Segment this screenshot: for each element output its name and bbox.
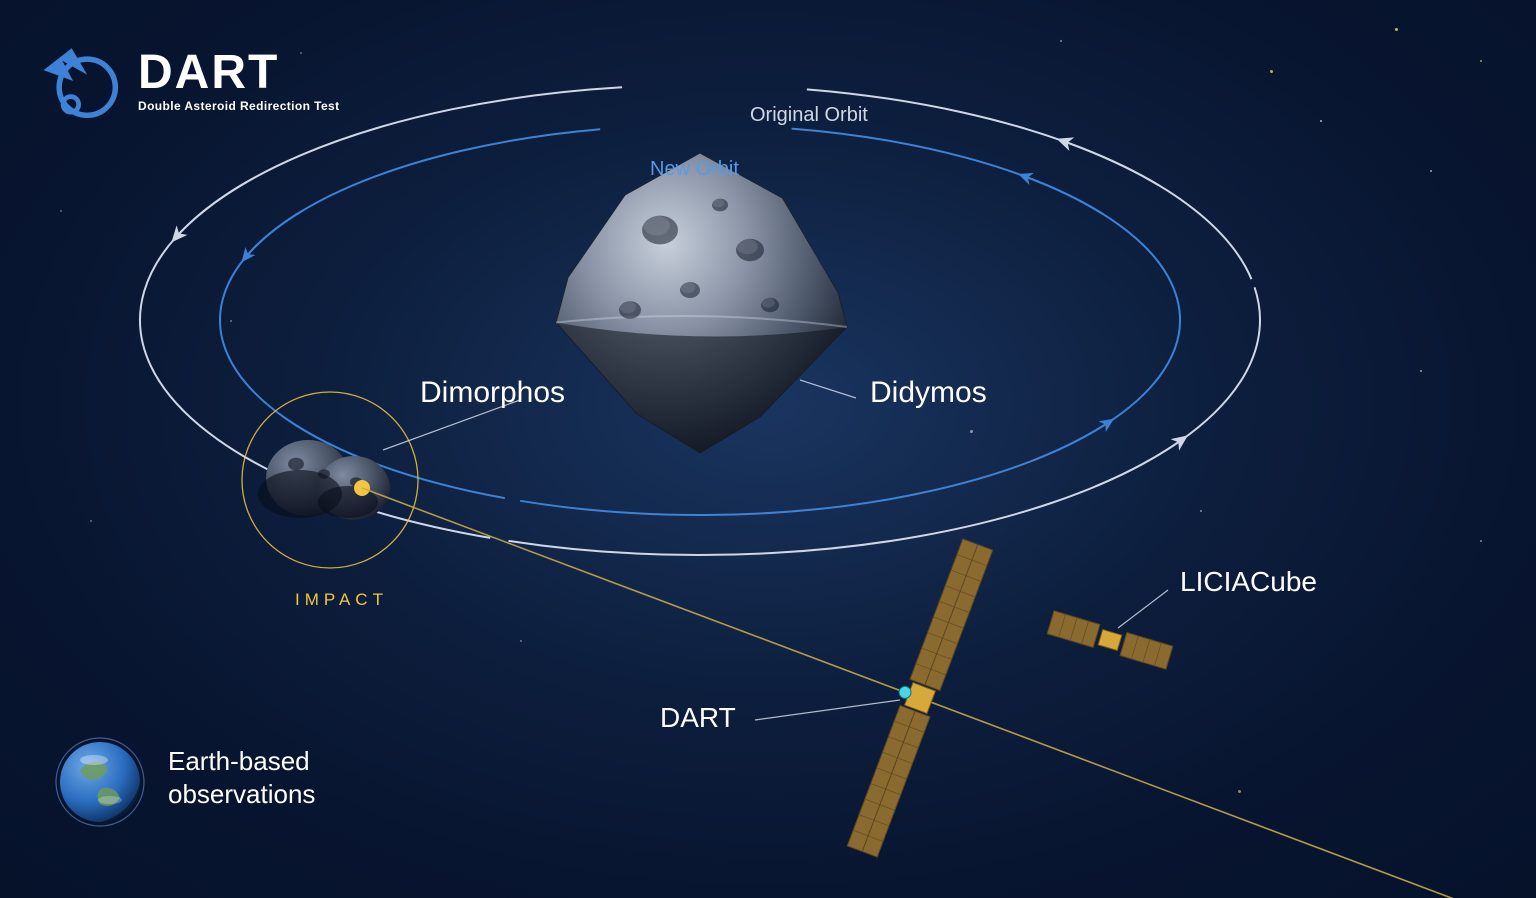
new-orbit-label: New Orbit <box>650 158 739 181</box>
impact-label: IMPACT <box>295 590 388 610</box>
dart-label: DART <box>660 702 736 734</box>
earth-observations: Earth-based observations <box>60 745 315 810</box>
dart-logo: DART Double Asteroid Redirection Test <box>42 42 340 120</box>
earth-line2: observations <box>168 778 315 811</box>
original-orbit-label: Original Orbit <box>750 104 868 127</box>
earth-line1: Earth-based <box>168 745 315 778</box>
liciacube-spacecraft <box>1047 611 1173 669</box>
dimorphos-asteroid <box>242 392 418 568</box>
dart-logo-icon <box>42 42 120 120</box>
didymos-label: Didymos <box>870 376 987 410</box>
didymos-asteroid <box>556 153 847 453</box>
logo-subtitle: Double Asteroid Redirection Test <box>138 99 340 113</box>
leader-lines <box>383 380 1168 720</box>
logo-title: DART <box>138 49 340 97</box>
dimorphos-label: Dimorphos <box>420 376 565 410</box>
dart-trajectory <box>362 488 1536 898</box>
liciacube-label: LICIACube <box>1180 566 1317 598</box>
dart-spacecraft <box>842 537 993 857</box>
